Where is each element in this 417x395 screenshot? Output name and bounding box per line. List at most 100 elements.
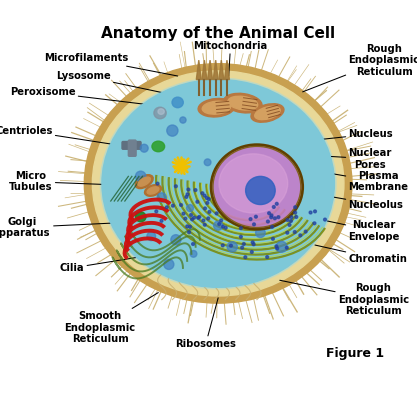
Circle shape	[157, 193, 166, 202]
Circle shape	[239, 235, 242, 238]
Ellipse shape	[84, 64, 352, 303]
Circle shape	[229, 244, 232, 247]
Circle shape	[304, 230, 307, 233]
Text: Peroxisome: Peroxisome	[10, 87, 144, 104]
Circle shape	[270, 214, 273, 217]
Polygon shape	[196, 60, 201, 79]
Circle shape	[140, 144, 148, 152]
Ellipse shape	[255, 106, 280, 120]
Circle shape	[191, 218, 193, 221]
Circle shape	[206, 201, 209, 204]
Circle shape	[194, 189, 197, 192]
Text: Nuclear
Pores: Nuclear Pores	[310, 148, 392, 169]
Ellipse shape	[93, 71, 344, 296]
Text: Mitochondria: Mitochondria	[193, 41, 268, 76]
Text: Lysosome: Lysosome	[56, 71, 167, 94]
Text: Plasma
Membrane: Plasma Membrane	[327, 171, 409, 192]
Circle shape	[250, 250, 253, 253]
Circle shape	[294, 211, 296, 214]
Circle shape	[266, 220, 269, 223]
Circle shape	[221, 225, 224, 228]
Circle shape	[313, 222, 316, 225]
FancyBboxPatch shape	[122, 141, 141, 149]
Circle shape	[289, 220, 292, 222]
Circle shape	[204, 159, 211, 166]
Circle shape	[202, 219, 205, 222]
Circle shape	[203, 223, 206, 226]
Circle shape	[227, 242, 237, 252]
Circle shape	[286, 219, 289, 222]
Circle shape	[184, 217, 187, 220]
Circle shape	[156, 182, 159, 185]
Ellipse shape	[100, 78, 336, 289]
Text: Cilia: Cilia	[60, 258, 137, 273]
Text: Ribosomes: Ribosomes	[176, 298, 236, 349]
Circle shape	[288, 224, 291, 226]
Circle shape	[174, 185, 177, 188]
Circle shape	[276, 247, 279, 250]
Circle shape	[214, 221, 223, 230]
Ellipse shape	[202, 101, 231, 114]
Circle shape	[207, 217, 210, 220]
Circle shape	[197, 216, 200, 219]
Circle shape	[252, 243, 255, 246]
Text: Centrioles: Centrioles	[0, 126, 127, 147]
Circle shape	[190, 250, 197, 257]
Polygon shape	[202, 60, 207, 79]
Circle shape	[208, 211, 211, 213]
Circle shape	[198, 216, 201, 218]
Circle shape	[286, 231, 289, 234]
Circle shape	[274, 217, 276, 220]
Ellipse shape	[228, 96, 258, 110]
Text: Micro
Tubules: Micro Tubules	[9, 171, 123, 192]
Circle shape	[218, 223, 221, 226]
Circle shape	[190, 214, 192, 216]
Ellipse shape	[145, 184, 161, 196]
Circle shape	[275, 202, 278, 205]
Circle shape	[136, 171, 146, 182]
Circle shape	[276, 241, 287, 252]
Circle shape	[285, 246, 288, 249]
Ellipse shape	[224, 93, 262, 113]
Circle shape	[295, 216, 298, 218]
Ellipse shape	[251, 104, 284, 122]
Circle shape	[147, 232, 156, 241]
Circle shape	[171, 204, 174, 207]
Circle shape	[266, 256, 269, 258]
Circle shape	[186, 205, 193, 212]
Text: Smooth
Endoplasmic
Reticulum: Smooth Endoplasmic Reticulum	[65, 293, 158, 344]
Ellipse shape	[158, 109, 164, 115]
Circle shape	[251, 241, 254, 244]
Circle shape	[201, 192, 204, 195]
Circle shape	[256, 228, 265, 237]
Ellipse shape	[152, 141, 165, 152]
Circle shape	[299, 234, 302, 237]
Circle shape	[167, 125, 178, 136]
Ellipse shape	[136, 212, 146, 222]
Circle shape	[242, 243, 245, 245]
Circle shape	[275, 245, 278, 248]
Circle shape	[164, 260, 174, 269]
Circle shape	[188, 231, 191, 234]
Circle shape	[186, 193, 189, 196]
Circle shape	[196, 200, 199, 203]
Circle shape	[155, 210, 158, 213]
Circle shape	[160, 220, 163, 222]
Circle shape	[187, 188, 190, 191]
Circle shape	[182, 212, 185, 215]
Circle shape	[270, 216, 273, 219]
Circle shape	[205, 197, 208, 199]
Circle shape	[215, 212, 218, 215]
Circle shape	[268, 212, 271, 214]
Ellipse shape	[246, 177, 275, 205]
Text: Chromatin: Chromatin	[315, 245, 407, 264]
Circle shape	[185, 196, 188, 198]
Circle shape	[254, 215, 257, 218]
Circle shape	[309, 211, 312, 214]
Circle shape	[241, 246, 244, 249]
Text: Golgi
Apparatus: Golgi Apparatus	[0, 216, 132, 238]
Polygon shape	[208, 60, 213, 79]
Circle shape	[193, 216, 196, 219]
Circle shape	[324, 218, 327, 221]
Ellipse shape	[198, 98, 235, 117]
